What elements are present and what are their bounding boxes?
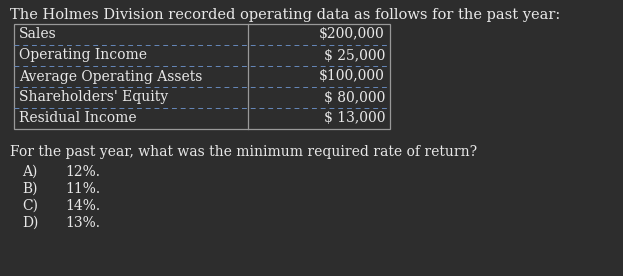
- Text: 11%.: 11%.: [65, 182, 100, 196]
- Text: Operating Income: Operating Income: [19, 49, 147, 62]
- Text: $ 13,000: $ 13,000: [323, 112, 385, 126]
- Text: D): D): [22, 216, 39, 230]
- Text: Average Operating Assets: Average Operating Assets: [19, 70, 202, 84]
- Text: B): B): [22, 182, 37, 196]
- Text: 13%.: 13%.: [65, 216, 100, 230]
- Text: $ 25,000: $ 25,000: [323, 49, 385, 62]
- Text: $100,000: $100,000: [319, 70, 385, 84]
- Text: A): A): [22, 165, 37, 179]
- Text: For the past year, what was the minimum required rate of return?: For the past year, what was the minimum …: [10, 145, 477, 159]
- Text: Sales: Sales: [19, 28, 57, 41]
- Text: Residual Income: Residual Income: [19, 112, 136, 126]
- Text: C): C): [22, 199, 38, 213]
- Text: Shareholders' Equity: Shareholders' Equity: [19, 91, 168, 105]
- Text: $200,000: $200,000: [319, 28, 385, 41]
- Bar: [14, 24, 390, 129]
- Text: 12%.: 12%.: [65, 165, 100, 179]
- Text: 14%.: 14%.: [65, 199, 100, 213]
- Text: The Holmes Division recorded operating data as follows for the past year:: The Holmes Division recorded operating d…: [10, 8, 560, 22]
- Text: $ 80,000: $ 80,000: [323, 91, 385, 105]
